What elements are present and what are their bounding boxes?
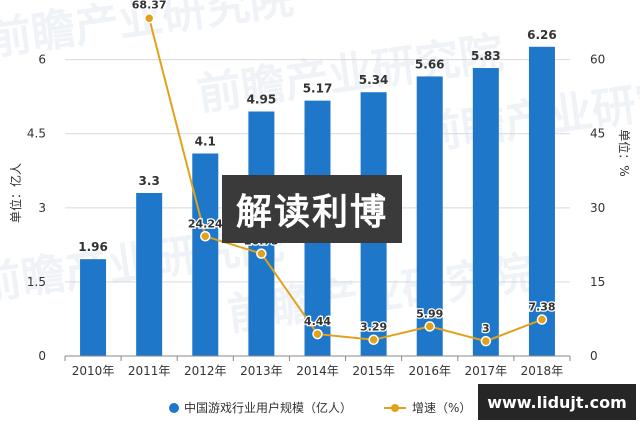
growth-point (368, 334, 379, 345)
bar (80, 259, 107, 356)
legend-line-dot (391, 404, 399, 412)
x-tick-label: 2014年 (296, 364, 339, 378)
bar (528, 46, 555, 356)
x-tick-label: 2012年 (184, 364, 227, 378)
x-tick-label: 2015年 (352, 364, 395, 378)
y-right-tick-label: 30 (590, 201, 605, 215)
growth-point-label: 68.37 (132, 0, 167, 11)
growth-point-label: 24.24 (188, 217, 223, 230)
bar (136, 193, 163, 356)
bar-labels: 1.96 3.3 4.1 4.95 5.17 5.34 5.66 5.83 6.26 (78, 28, 556, 254)
bar-value-label: 5.83 (471, 49, 501, 63)
bar-value-label: 3.3 (139, 174, 160, 188)
bar-value-label: 4.1 (195, 134, 216, 148)
bar-value-label: 5.34 (359, 73, 389, 87)
bar-value-label: 4.95 (247, 93, 277, 107)
y-right-tick-label: 15 (590, 275, 605, 289)
y-left-tick-label: 6 (38, 53, 46, 67)
legend-line-label: 增速（%） (412, 401, 471, 415)
growth-point (536, 314, 548, 325)
legend-bar-marker (169, 403, 179, 413)
bar-value-label: 1.96 (78, 240, 108, 254)
overlay-title: 解读利博 (222, 175, 402, 243)
growth-point-label: 3 (482, 322, 490, 335)
y-left-axis-title: 单位：亿人 (8, 163, 23, 223)
bar (472, 68, 499, 357)
y-right-tick-label: 45 (590, 127, 605, 141)
growth-point (312, 328, 323, 340)
growth-point (256, 248, 267, 259)
x-tick-label: 2018年 (521, 364, 564, 378)
site-badge: www.lidujt.com (478, 384, 636, 420)
bar-value-label: 6.26 (527, 28, 557, 42)
growth-point-label: 7.38 (528, 301, 555, 314)
x-tick-label: 2011年 (128, 364, 171, 378)
y-left-tick-label: 4.5 (27, 127, 46, 141)
bar-value-label: 5.66 (415, 57, 445, 71)
bar (416, 76, 443, 357)
x-tick-label: 2016年 (408, 364, 451, 378)
growth-line (148, 18, 543, 343)
y-right-tick-label: 0 (590, 349, 598, 363)
x-tick-label: 2017年 (465, 364, 508, 378)
y-left-tick-label: 1.5 (27, 275, 46, 289)
growth-point-label: 5.99 (416, 307, 443, 320)
growth-point (424, 321, 435, 332)
y-right-tick-label: 60 (590, 53, 605, 67)
growth-point (200, 231, 211, 242)
bar (192, 153, 219, 356)
y-left-tick-label: 0 (38, 349, 46, 363)
x-tick-label: 2013年 (240, 364, 283, 378)
growth-point-label: 4.44 (304, 315, 331, 328)
legend: 中国游戏行业用户规模（亿人） 增速（%） (169, 400, 471, 415)
legend-bar-label: 中国游戏行业用户规模（亿人） (184, 400, 352, 415)
growth-point (143, 13, 155, 24)
bar-value-label: 5.17 (303, 82, 333, 96)
x-tick-label: 2010年 (72, 364, 115, 378)
growth-point (480, 335, 492, 347)
growth-point-label: 3.29 (360, 321, 387, 334)
y-left-tick-label: 3 (38, 201, 46, 215)
y-right-axis-title: 单位：% (617, 129, 632, 176)
